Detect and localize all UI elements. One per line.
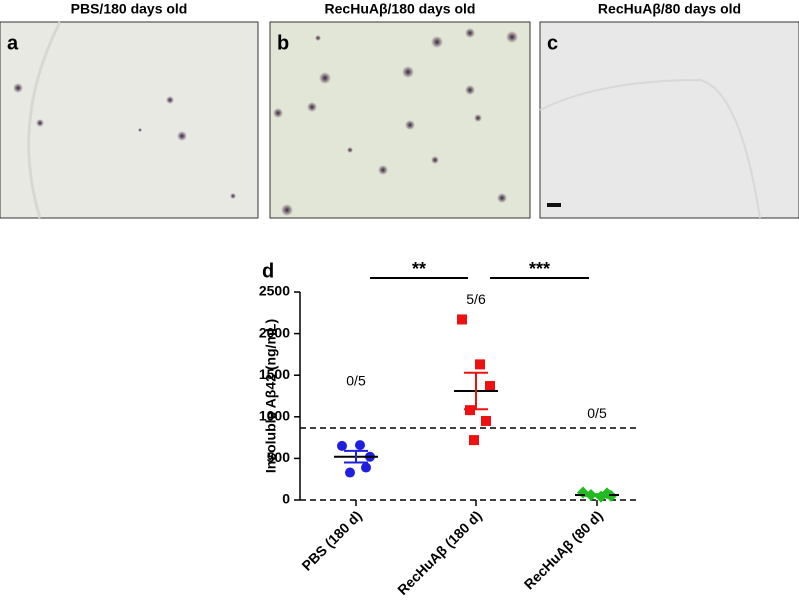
panel-letter: c bbox=[547, 32, 558, 54]
y-tick-label: 1000 bbox=[259, 408, 290, 424]
panel-title: RecHuAβ/80 days old bbox=[598, 1, 741, 17]
y-tick-label: 1500 bbox=[259, 366, 290, 382]
error-bar bbox=[585, 493, 609, 497]
y-tick-label: 2000 bbox=[259, 324, 290, 340]
point bbox=[475, 359, 485, 370]
panel-title: RecHuAβ/180 days old bbox=[325, 1, 476, 17]
point bbox=[355, 440, 365, 451]
micrograph-b bbox=[269, 21, 531, 219]
scale-bar bbox=[547, 203, 561, 207]
significance-label: ** bbox=[412, 259, 426, 279]
point bbox=[485, 381, 495, 392]
count-annotation: 0/5 bbox=[346, 373, 366, 389]
y-tick-label: 2500 bbox=[259, 283, 290, 299]
panel-letter: a bbox=[7, 32, 19, 54]
count-annotation: 5/6 bbox=[466, 291, 486, 307]
point bbox=[337, 440, 347, 451]
micrograph-c bbox=[539, 21, 799, 219]
panel-title: PBS/180 days old bbox=[71, 1, 188, 17]
error-bar bbox=[464, 371, 488, 411]
point bbox=[469, 435, 479, 446]
point bbox=[361, 462, 371, 473]
point bbox=[457, 314, 467, 325]
x-tick-label: RecHuAβ (180 d) bbox=[394, 507, 485, 598]
x-tick-label: RecHuAβ (80 d) bbox=[521, 507, 606, 592]
point bbox=[345, 467, 355, 478]
y-axis-label: Insoluble Aβ42 (ng/mL) bbox=[263, 319, 279, 473]
x-tick-label: PBS (180 d) bbox=[298, 507, 364, 573]
micrograph-a bbox=[0, 21, 259, 219]
y-tick-label: 0 bbox=[282, 491, 290, 507]
point bbox=[481, 415, 491, 426]
panel-letter: d bbox=[262, 260, 274, 282]
panel-letter: b bbox=[277, 32, 289, 54]
y-tick-label: 500 bbox=[267, 449, 291, 465]
count-annotation: 0/5 bbox=[587, 405, 607, 421]
significance-label: *** bbox=[529, 259, 550, 279]
error-bar bbox=[344, 449, 368, 464]
